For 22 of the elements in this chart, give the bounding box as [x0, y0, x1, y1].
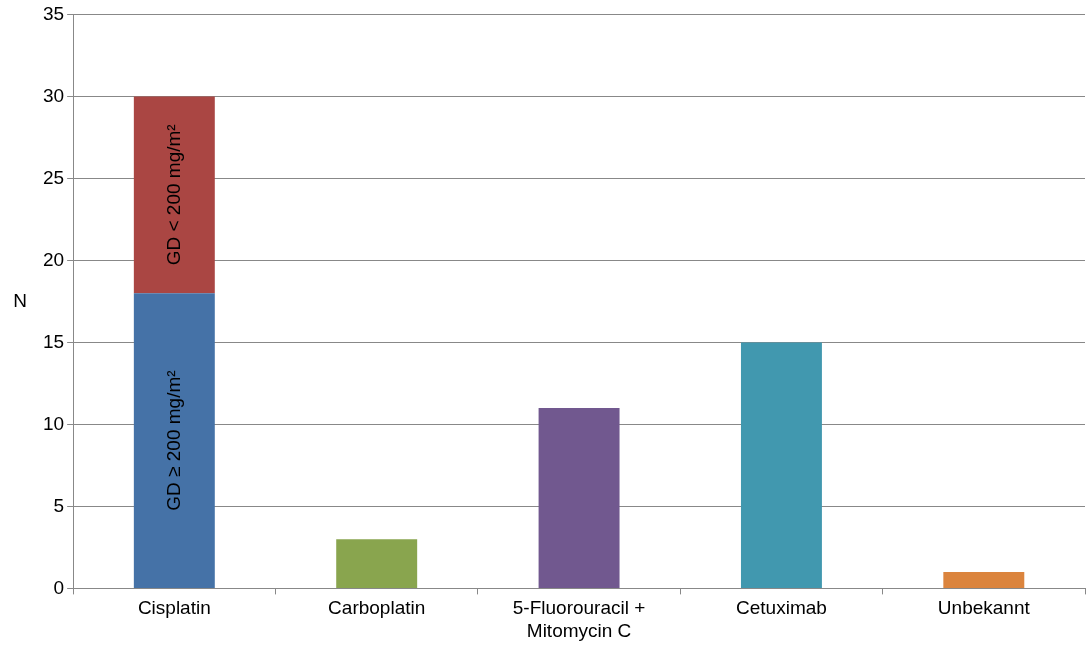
y-tick-label: 20: [42, 248, 65, 270]
y-tick-label: 15: [42, 330, 65, 352]
bar: [336, 539, 418, 588]
bar: [740, 342, 822, 588]
x-tick-label: Cisplatin: [137, 597, 211, 619]
y-tick-label: 5: [53, 494, 65, 516]
x-tick-label: 5-Fluorouracil + Mitomycin C: [512, 597, 646, 641]
x-tick-label: Cetuximab: [736, 597, 827, 619]
y-tick-label: 25: [42, 166, 65, 188]
bar: [538, 408, 620, 588]
bar: [943, 572, 1025, 588]
x-tick-label: Unbekannt: [937, 597, 1031, 619]
bar: [133, 96, 215, 294]
y-tick-label: 0: [53, 576, 65, 598]
series-label: GD ≥ 200 mg/m²: [162, 370, 184, 511]
y-tick-label: 35: [42, 2, 65, 24]
bar: [133, 293, 215, 588]
series-label: GD < 200 mg/m²: [162, 124, 184, 266]
x-tick-label: Carboplatin: [328, 597, 426, 619]
y-tick-label: 10: [42, 412, 65, 434]
y-tick-label: 30: [42, 84, 65, 106]
y-axis-title: N: [13, 289, 27, 311]
